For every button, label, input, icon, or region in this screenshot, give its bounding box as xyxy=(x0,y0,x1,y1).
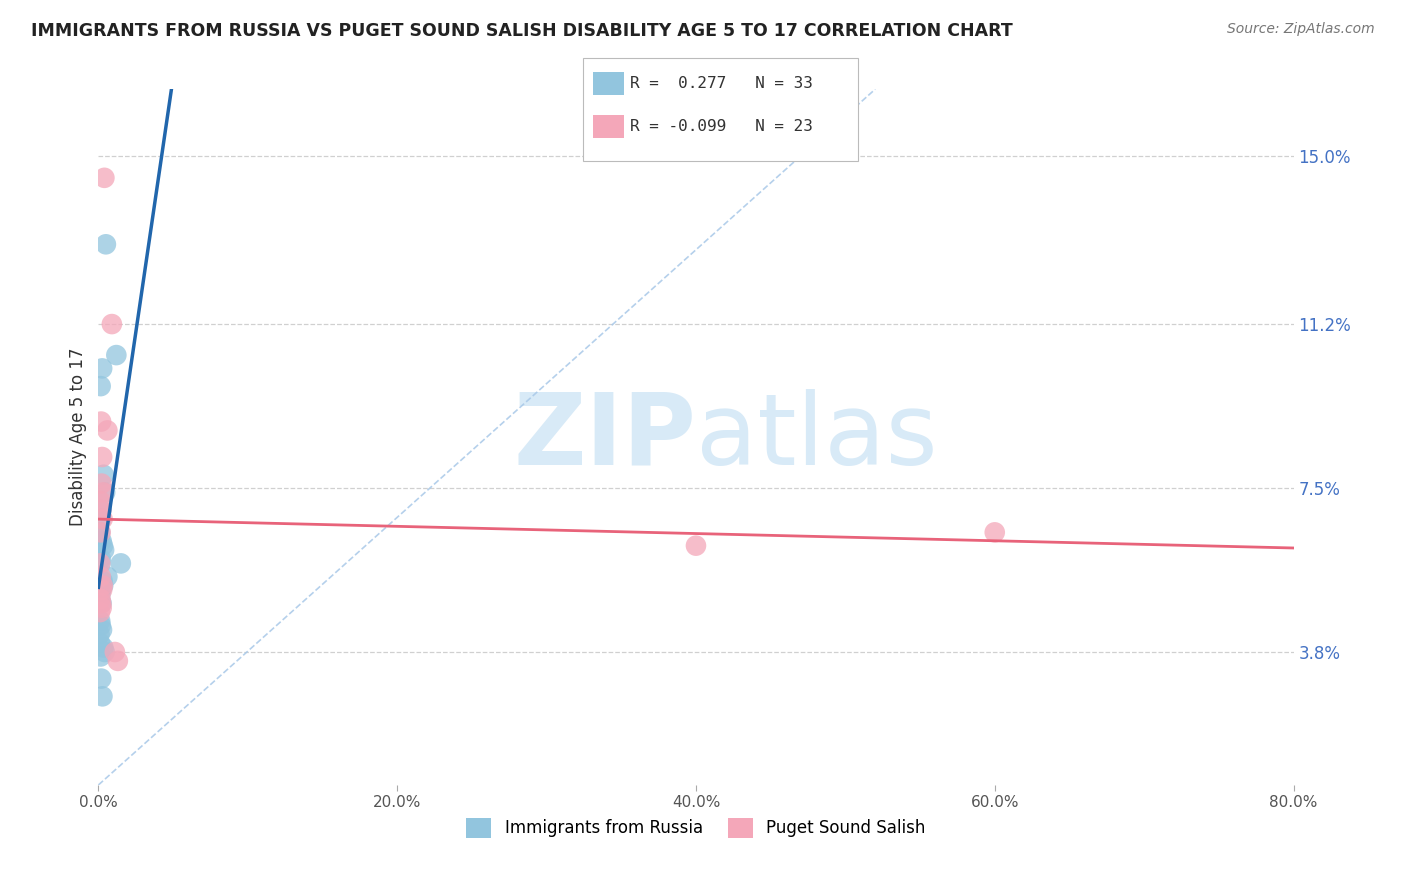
Point xyxy=(90,415,112,429)
Point xyxy=(89,494,111,508)
Point xyxy=(93,543,115,558)
Point xyxy=(110,557,132,571)
Text: IMMIGRANTS FROM RUSSIA VS PUGET SOUND SALISH DISABILITY AGE 5 TO 17 CORRELATION : IMMIGRANTS FROM RUSSIA VS PUGET SOUND SA… xyxy=(31,22,1012,40)
Point xyxy=(93,467,115,482)
Point xyxy=(90,600,112,615)
Point xyxy=(90,379,112,393)
Point xyxy=(89,525,111,540)
Point xyxy=(89,636,111,650)
Point xyxy=(90,552,112,566)
Point xyxy=(91,539,114,553)
Point xyxy=(91,623,114,637)
Y-axis label: Disability Age 5 to 17: Disability Age 5 to 17 xyxy=(69,348,87,526)
Point xyxy=(91,690,114,704)
Point xyxy=(90,618,112,632)
Point xyxy=(105,348,128,362)
Point xyxy=(90,525,112,540)
Point xyxy=(984,525,1007,540)
Point xyxy=(94,485,117,500)
Point xyxy=(91,578,114,592)
Point xyxy=(89,591,111,606)
Point xyxy=(91,361,114,376)
Point xyxy=(96,569,118,583)
Point xyxy=(90,534,112,549)
Point xyxy=(89,530,111,544)
Point xyxy=(89,591,111,606)
Point xyxy=(91,582,114,597)
Point xyxy=(91,578,114,592)
Point xyxy=(89,557,111,571)
Text: ZIP: ZIP xyxy=(513,389,696,485)
Point xyxy=(90,503,112,517)
Point xyxy=(93,645,115,659)
Point xyxy=(89,627,111,641)
Text: R =  0.277   N = 33: R = 0.277 N = 33 xyxy=(630,77,813,91)
Point xyxy=(104,645,127,659)
Text: atlas: atlas xyxy=(696,389,938,485)
Point xyxy=(89,605,111,619)
Point xyxy=(101,317,124,331)
Point xyxy=(90,596,112,610)
Point xyxy=(685,539,707,553)
Text: Source: ZipAtlas.com: Source: ZipAtlas.com xyxy=(1227,22,1375,37)
Point xyxy=(90,512,112,526)
Point xyxy=(89,557,111,571)
Point xyxy=(94,237,117,252)
Point xyxy=(90,476,112,491)
Point xyxy=(90,672,112,686)
Point xyxy=(91,574,114,588)
Legend: Immigrants from Russia, Puget Sound Salish: Immigrants from Russia, Puget Sound Sali… xyxy=(458,809,934,847)
Point xyxy=(107,654,129,668)
Point xyxy=(90,582,112,597)
Point xyxy=(90,569,112,583)
Point xyxy=(93,640,115,655)
Point xyxy=(89,614,111,628)
Point xyxy=(91,512,114,526)
Point xyxy=(93,170,115,185)
Point xyxy=(91,485,114,500)
Point xyxy=(90,503,112,517)
Point xyxy=(90,649,112,664)
Point xyxy=(89,587,111,601)
Point xyxy=(91,450,114,464)
Point xyxy=(96,424,118,438)
Point xyxy=(90,596,112,610)
Text: R = -0.099   N = 23: R = -0.099 N = 23 xyxy=(630,120,813,134)
